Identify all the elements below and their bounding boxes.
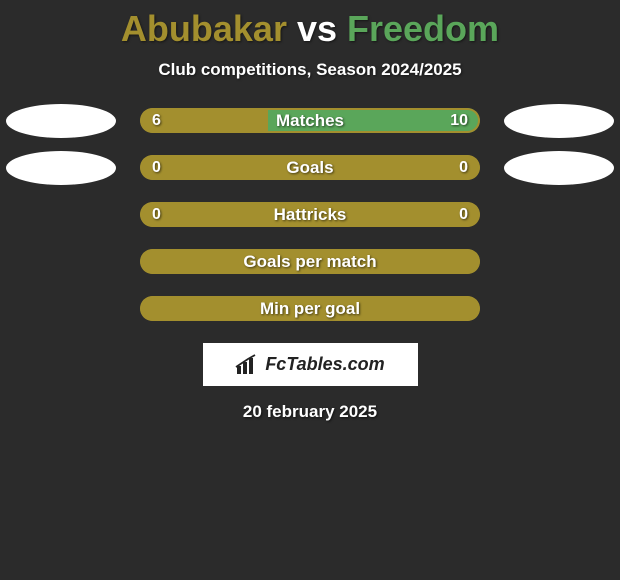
date-label: 20 february 2025 bbox=[0, 402, 620, 422]
stat-bar: 0 0 Goals bbox=[140, 155, 480, 180]
player-avatar-right bbox=[504, 151, 614, 185]
title-vs: vs bbox=[287, 8, 347, 49]
player-avatar-left bbox=[6, 104, 116, 138]
stat-row: 6 10 Matches bbox=[0, 108, 620, 133]
stat-row: 0 0 Goals bbox=[0, 155, 620, 180]
page-title: Abubakar vs Freedom bbox=[0, 0, 620, 50]
stat-value-left: 6 bbox=[152, 112, 161, 130]
player-avatar-left bbox=[6, 151, 116, 185]
logo-text: FcTables.com bbox=[265, 354, 384, 375]
stat-bar: Goals per match bbox=[140, 249, 480, 274]
stat-value-left: 0 bbox=[152, 206, 161, 224]
stat-bar: 0 0 Hattricks bbox=[140, 202, 480, 227]
stat-row: 0 0 Hattricks bbox=[0, 202, 620, 227]
stat-value-left: 0 bbox=[152, 159, 161, 177]
stat-value-right: 0 bbox=[459, 206, 468, 224]
stat-bar: Min per goal bbox=[140, 296, 480, 321]
source-logo: FcTables.com bbox=[203, 343, 418, 386]
player-avatar-right bbox=[504, 104, 614, 138]
title-left: Abubakar bbox=[121, 8, 287, 49]
title-right: Freedom bbox=[347, 8, 499, 49]
stat-label: Hattricks bbox=[274, 205, 347, 225]
stat-rows: 6 10 Matches 0 0 Goals 0 0 Hattricks Goals per ma… bbox=[0, 108, 620, 321]
comparison-infographic: Abubakar vs Freedom Club competitions, S… bbox=[0, 0, 620, 422]
bar-chart-icon bbox=[235, 354, 261, 376]
stat-row: Goals per match bbox=[0, 249, 620, 274]
stat-row: Min per goal bbox=[0, 296, 620, 321]
subtitle: Club competitions, Season 2024/2025 bbox=[0, 60, 620, 80]
stat-label: Goals bbox=[286, 158, 333, 178]
stat-bar: 6 10 Matches bbox=[140, 108, 480, 133]
stat-value-right: 10 bbox=[450, 112, 468, 130]
stat-label: Matches bbox=[276, 111, 344, 131]
stat-label: Goals per match bbox=[243, 252, 376, 272]
stat-value-right: 0 bbox=[459, 159, 468, 177]
stat-label: Min per goal bbox=[260, 299, 360, 319]
